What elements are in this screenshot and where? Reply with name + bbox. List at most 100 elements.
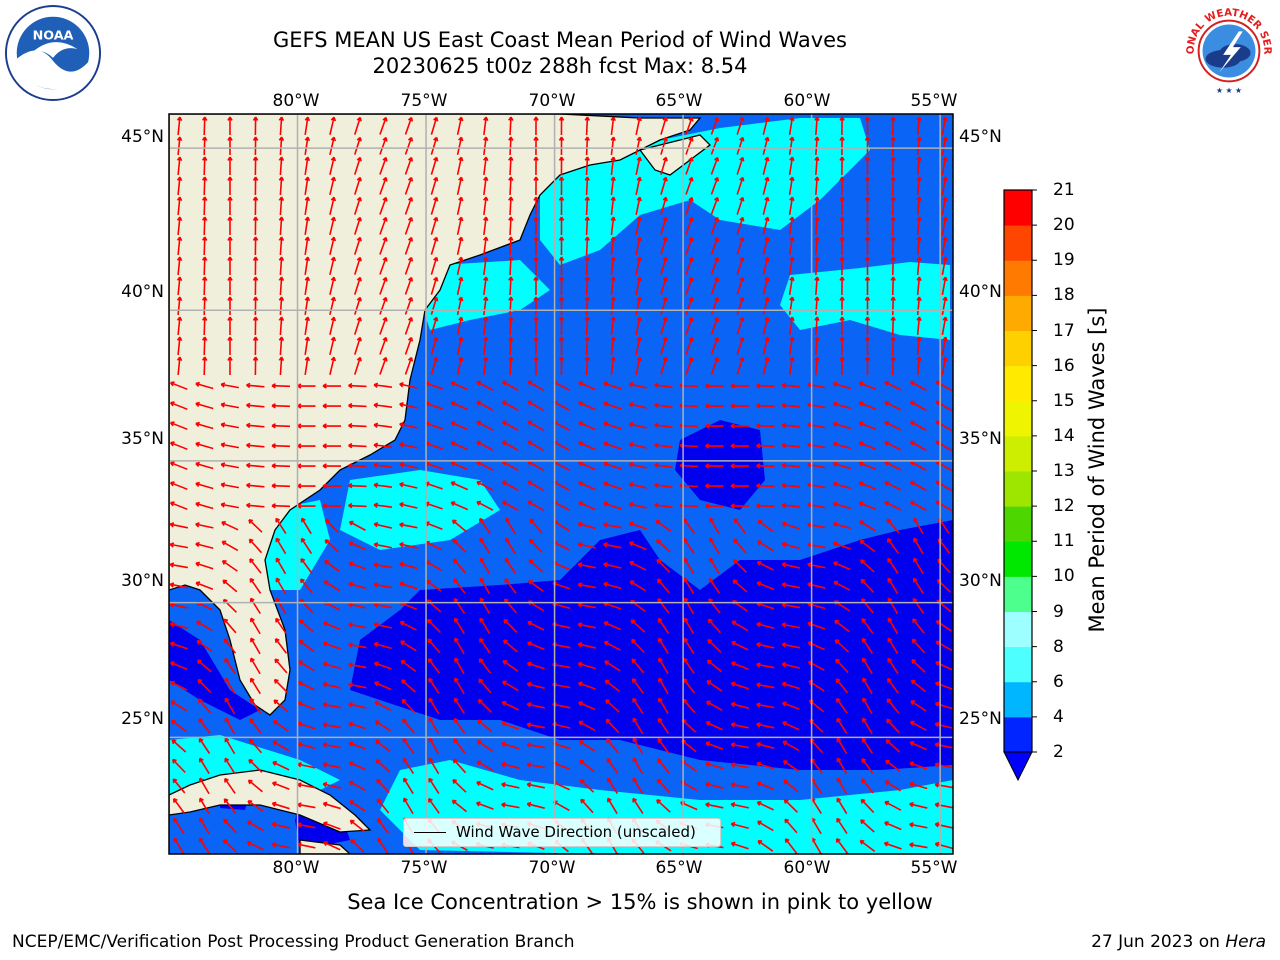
wind-wave-arrow bbox=[807, 442, 826, 449]
wind-wave-arrow bbox=[201, 236, 208, 256]
wind-wave-arrow bbox=[807, 542, 826, 549]
wind-wave-arrow bbox=[456, 136, 464, 155]
wind-wave-arrow bbox=[635, 116, 642, 135]
wind-wave-arrow bbox=[710, 216, 720, 235]
wind-wave-arrow bbox=[884, 800, 902, 811]
wind-wave-arrow bbox=[349, 819, 366, 833]
wind-wave-arrow bbox=[884, 440, 902, 451]
wind-wave-arrow bbox=[660, 116, 668, 135]
wind-wave-arrow bbox=[756, 621, 775, 630]
wind-wave-arrow bbox=[227, 156, 233, 176]
wind-wave-arrow bbox=[249, 558, 262, 574]
wind-wave-arrow bbox=[453, 738, 466, 754]
wind-wave-arrow bbox=[379, 316, 388, 335]
wind-wave-arrow bbox=[683, 597, 695, 615]
wind-wave-arrow bbox=[756, 581, 775, 591]
wind-wave-arrow bbox=[304, 196, 311, 216]
wind-wave-arrow bbox=[710, 136, 720, 155]
wind-wave-arrow bbox=[885, 759, 901, 773]
wind-wave-arrow bbox=[814, 216, 820, 236]
wind-wave-arrow bbox=[329, 236, 337, 255]
wind-wave-arrow bbox=[864, 116, 871, 136]
wind-wave-arrow bbox=[781, 562, 800, 569]
wind-wave-arrow bbox=[502, 680, 519, 692]
wind-wave-arrow bbox=[454, 677, 465, 695]
wind-wave-arrow bbox=[916, 316, 922, 336]
wind-wave-arrow bbox=[526, 681, 545, 690]
wind-wave-arrow bbox=[934, 742, 953, 749]
wind-wave-arrow bbox=[354, 256, 362, 275]
colorbar-segment bbox=[1004, 190, 1032, 226]
wind-wave-arrow bbox=[862, 717, 873, 735]
wind-wave-arrow bbox=[278, 316, 285, 336]
wind-wave-arrow bbox=[605, 718, 620, 734]
wind-wave-arrow bbox=[379, 136, 388, 155]
wind-wave-arrow bbox=[250, 617, 261, 635]
wind-wave-arrow bbox=[404, 196, 414, 215]
wind-wave-arrow bbox=[220, 442, 239, 449]
lat-label-right: 30°N bbox=[959, 571, 1002, 591]
wind-wave-arrow bbox=[629, 560, 647, 571]
wind-wave-arrow bbox=[403, 797, 414, 815]
wind-wave-arrow bbox=[730, 762, 750, 769]
wind-wave-arrow bbox=[453, 578, 466, 594]
wind-wave-arrow bbox=[578, 701, 596, 711]
wind-wave-arrow bbox=[374, 720, 392, 732]
wind-wave-arrow bbox=[781, 402, 801, 409]
lat-label-right: 45°N bbox=[959, 127, 1002, 147]
wind-wave-arrow bbox=[456, 116, 464, 135]
wind-wave-arrow bbox=[508, 116, 514, 136]
lon-label-bottom: 60°W bbox=[783, 858, 831, 878]
wind-wave-arrow bbox=[456, 196, 464, 215]
wind-wave-arrow bbox=[685, 336, 694, 355]
wind-wave-arrow bbox=[271, 483, 291, 489]
wind-wave-arrow bbox=[731, 620, 749, 632]
wind-wave-arrow bbox=[453, 717, 466, 734]
wind-wave-arrow bbox=[322, 762, 341, 769]
wind-wave-arrow bbox=[501, 400, 519, 412]
wind-wave-arrow bbox=[781, 642, 800, 649]
wind-wave-arrow bbox=[379, 156, 388, 175]
wind-wave-arrow bbox=[628, 381, 647, 389]
wind-wave-arrow bbox=[756, 463, 775, 469]
wind-wave-arrow bbox=[348, 482, 367, 489]
wind-wave-arrow bbox=[832, 421, 851, 430]
wind-wave-arrow bbox=[379, 336, 388, 355]
wind-wave-arrow bbox=[890, 156, 896, 176]
wind-wave-arrow bbox=[603, 401, 622, 410]
wind-wave-arrow bbox=[934, 782, 953, 789]
wind-wave-arrow bbox=[478, 658, 492, 674]
wind-wave-arrow bbox=[533, 196, 539, 216]
wind-wave-arrow bbox=[528, 559, 544, 573]
wind-wave-arrow bbox=[705, 802, 724, 809]
wind-wave-arrow bbox=[584, 136, 591, 156]
wind-wave-arrow bbox=[762, 356, 770, 375]
wind-wave-arrow bbox=[762, 216, 770, 235]
wind-wave-arrow bbox=[354, 276, 362, 295]
wind-wave-arrow bbox=[705, 761, 724, 770]
wind-wave-arrow bbox=[252, 276, 259, 296]
wind-wave-arrow bbox=[832, 381, 851, 390]
wind-wave-arrow bbox=[864, 236, 871, 256]
wind-wave-arrow bbox=[730, 722, 749, 729]
wind-wave-arrow bbox=[710, 196, 720, 215]
wind-wave-arrow bbox=[430, 356, 439, 375]
wind-wave-arrow bbox=[909, 500, 927, 512]
wind-wave-arrow bbox=[781, 422, 801, 429]
wind-wave-arrow bbox=[304, 316, 311, 336]
wind-wave-arrow bbox=[756, 423, 775, 429]
wind-wave-arrow bbox=[456, 216, 464, 235]
wind-wave-arrow bbox=[195, 441, 214, 450]
wind-wave-arrow bbox=[527, 440, 545, 452]
wind-wave-arrow bbox=[196, 639, 213, 652]
wind-wave-arrow bbox=[578, 740, 595, 752]
wind-wave-arrow bbox=[578, 461, 596, 471]
wind-wave-arrow bbox=[526, 702, 545, 709]
wind-wave-arrow bbox=[322, 722, 342, 729]
wind-wave-arrow bbox=[329, 116, 337, 135]
wind-wave-arrow bbox=[373, 402, 393, 408]
wind-wave-arrow bbox=[324, 559, 340, 573]
wind-wave-arrow bbox=[814, 276, 820, 296]
wind-wave-arrow bbox=[201, 276, 208, 296]
wind-wave-arrow bbox=[224, 757, 236, 775]
